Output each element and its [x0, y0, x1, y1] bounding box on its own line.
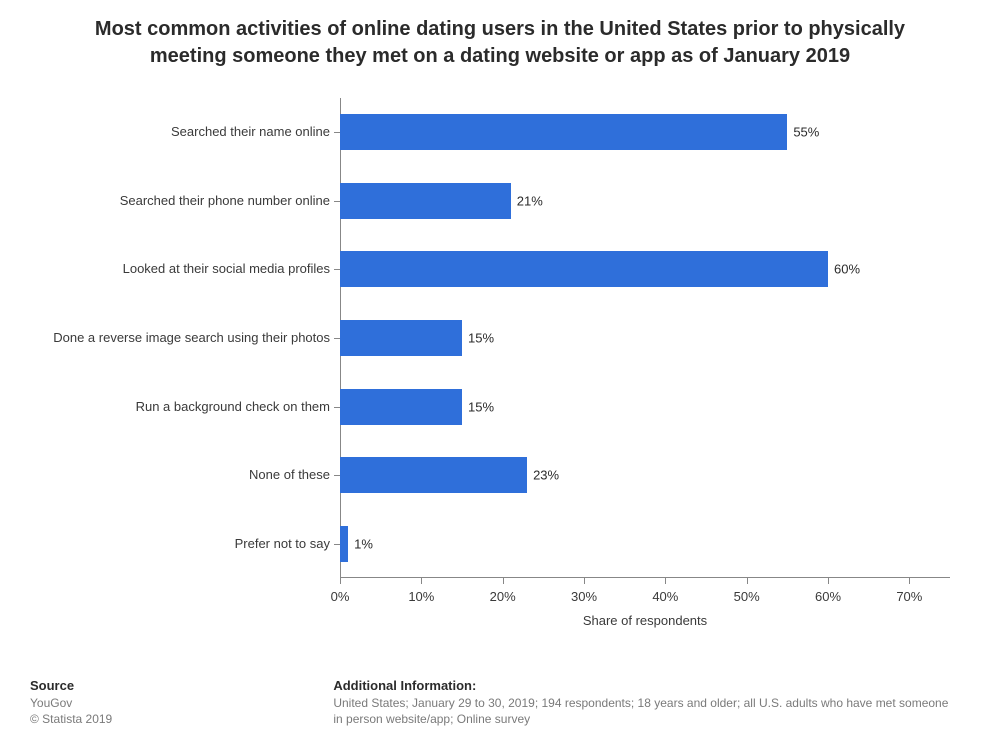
category-label: Done a reverse image search using their …: [30, 330, 330, 346]
x-tick-label: 40%: [652, 589, 678, 604]
chart-row: Searched their name online55%: [340, 98, 950, 167]
bar-value-label: 21%: [517, 193, 543, 208]
chart-row: Looked at their social media profiles60%: [340, 235, 950, 304]
bar-value-label: 60%: [834, 262, 860, 277]
x-tick-label: 50%: [734, 589, 760, 604]
bar: 15%: [340, 389, 462, 425]
bar-value-label: 15%: [468, 330, 494, 345]
x-tick-label: 10%: [408, 589, 434, 604]
bar-value-label: 55%: [793, 125, 819, 140]
bar-value-label: 1%: [354, 536, 373, 551]
x-tick: [665, 578, 666, 584]
category-label: None of these: [30, 467, 330, 483]
chart-row: Prefer not to say1%: [340, 509, 950, 578]
chart-row: Done a reverse image search using their …: [340, 304, 950, 373]
x-tick: [909, 578, 910, 584]
x-tick-label: 70%: [896, 589, 922, 604]
footer: Source YouGov © Statista 2019 Additional…: [30, 678, 970, 727]
x-tick-label: 60%: [815, 589, 841, 604]
category-label: Searched their name online: [30, 124, 330, 140]
chart-area: Share of respondents 0% 10% 20% 30% 40% 50% 60…: [30, 98, 970, 628]
x-tick: [584, 578, 585, 584]
chart-row: Searched their phone number online21%: [340, 167, 950, 236]
x-axis-title: Share of respondents: [583, 613, 707, 628]
x-tick-label: 20%: [490, 589, 516, 604]
additional-text: United States; January 29 to 30, 2019; 1…: [333, 695, 953, 727]
category-label: Prefer not to say: [30, 536, 330, 552]
chart-title: Most common activities of online dating …: [0, 0, 1000, 78]
source-header: Source: [30, 678, 330, 693]
source-name: YouGov: [30, 695, 330, 711]
category-label: Looked at their social media profiles: [30, 262, 330, 278]
category-label: Run a background check on them: [30, 399, 330, 415]
additional-header: Additional Information:: [333, 678, 953, 693]
bar: 1%: [340, 526, 348, 562]
category-label: Searched their phone number online: [30, 193, 330, 209]
bar: 60%: [340, 251, 828, 287]
x-tick: [828, 578, 829, 584]
bar-value-label: 23%: [533, 468, 559, 483]
plot-region: Share of respondents 0%10%20%30%40%50%60…: [340, 98, 950, 578]
x-tick: [340, 578, 341, 584]
bar: 15%: [340, 320, 462, 356]
bar: 23%: [340, 457, 527, 493]
x-tick-label: 0%: [331, 589, 350, 604]
x-tick-label: 30%: [571, 589, 597, 604]
x-tick: [747, 578, 748, 584]
chart-row: Run a background check on them15%: [340, 372, 950, 441]
copyright: © Statista 2019: [30, 711, 330, 727]
x-tick: [503, 578, 504, 584]
bar-value-label: 15%: [468, 399, 494, 414]
bar: 55%: [340, 114, 787, 150]
x-tick: [421, 578, 422, 584]
chart-row: None of these23%: [340, 441, 950, 510]
bar: 21%: [340, 183, 511, 219]
